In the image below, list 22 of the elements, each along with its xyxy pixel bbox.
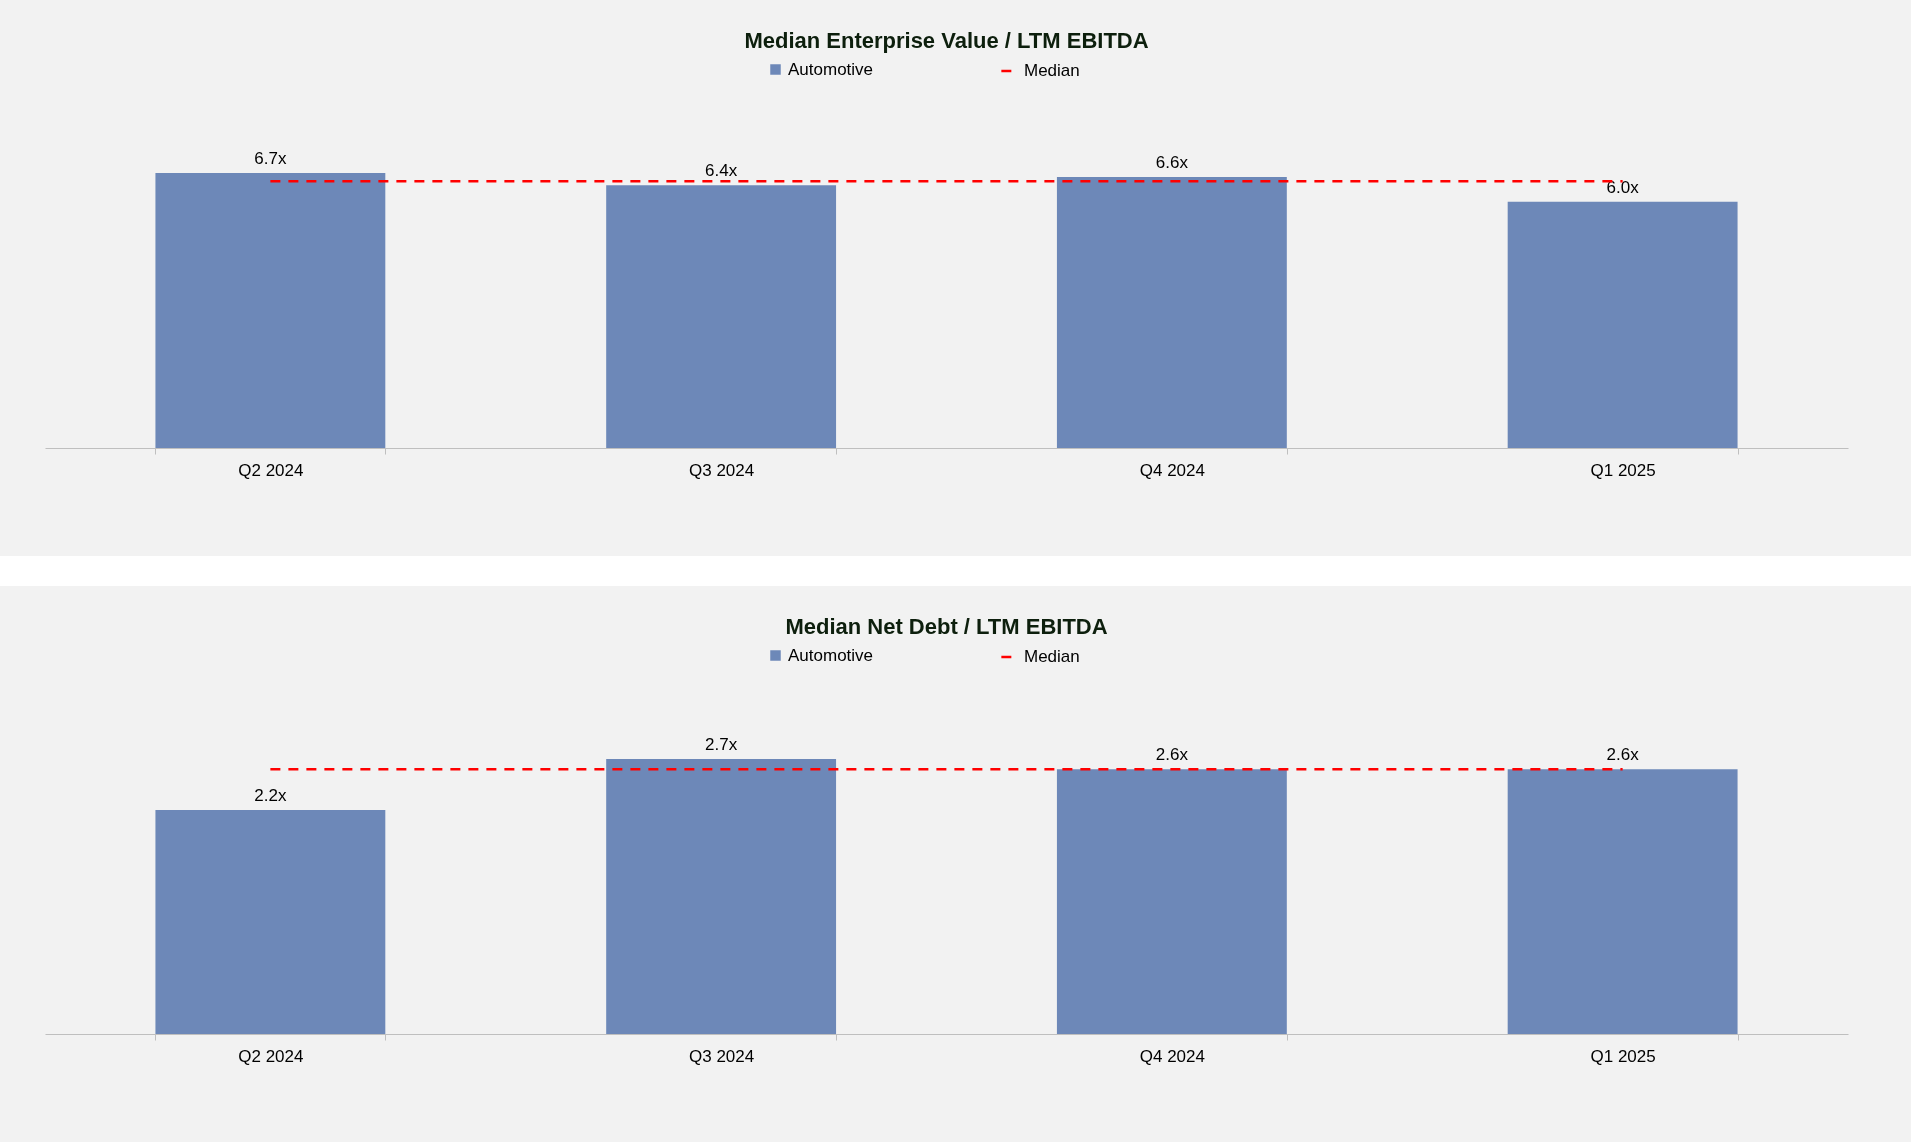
chart-title: Median Enterprise Value / LTM EBITDA xyxy=(744,28,1149,53)
x-tick-label: Q4 2024 xyxy=(1139,460,1205,480)
x-tick-label: Q2 2024 xyxy=(238,1046,304,1066)
data-label: 6.6x xyxy=(1155,153,1189,173)
x-tick-label: Q3 2024 xyxy=(689,460,755,480)
data-label: 6.0x xyxy=(1606,177,1640,197)
x-tick-label: Q3 2024 xyxy=(689,1046,755,1066)
legend-label: Automotive xyxy=(788,59,874,79)
chart-title: Median Net Debt / LTM EBITDA xyxy=(785,614,1108,639)
data-label: 2.7x xyxy=(705,735,738,754)
data-label: 2.6x xyxy=(1155,745,1189,765)
x-tick-label: Q1 2025 xyxy=(1590,1046,1656,1066)
x-tick-label: Q2 2024 xyxy=(238,460,304,480)
x-tick-label: Q4 2024 xyxy=(1139,1046,1205,1066)
legend-label: Median xyxy=(1024,647,1080,666)
data-label: 6.4x xyxy=(705,161,738,181)
legend-label: Automotive xyxy=(788,645,874,665)
data-label: 2.2x xyxy=(254,785,287,805)
x-tick-label: Q1 2025 xyxy=(1590,460,1656,480)
data-label: 2.6x xyxy=(1606,745,1640,765)
legend-label: Median xyxy=(1024,61,1080,80)
data-label: 6.7x xyxy=(254,149,287,168)
